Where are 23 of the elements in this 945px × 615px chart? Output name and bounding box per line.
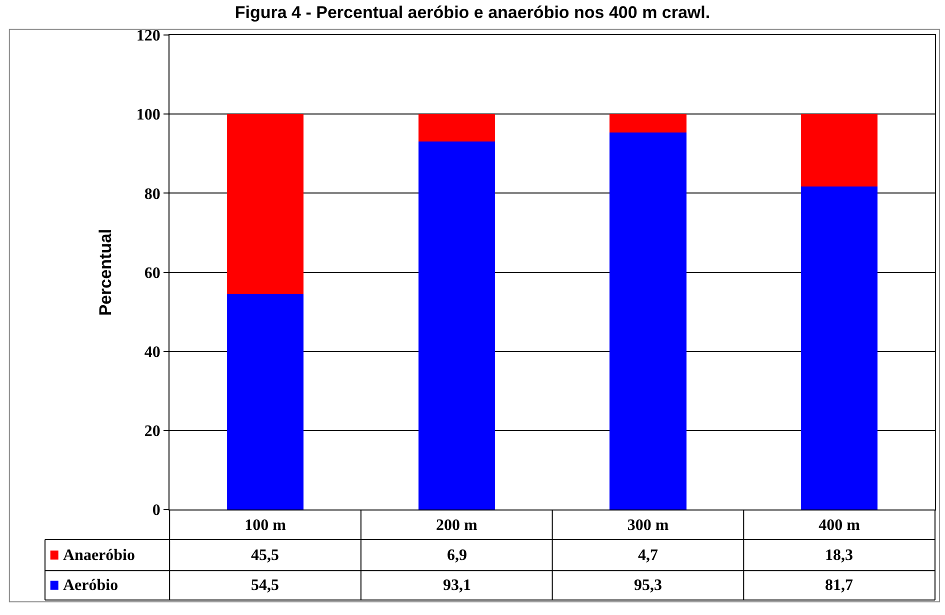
x-tick-label: 100 m (244, 516, 287, 534)
x-tick-label: 300 m (627, 516, 670, 534)
y-tick-label: 0 (152, 502, 160, 520)
y-tick-label: 20 (144, 423, 160, 440)
data-label: 4,7 (638, 547, 658, 564)
y-tick-label: 80 (144, 186, 160, 203)
y-tick-label: 40 (144, 344, 160, 361)
legend-label: Aeróbio (63, 577, 118, 594)
legend-label: Anaeróbio (63, 547, 135, 564)
y-tick-label: 100 (136, 106, 160, 124)
data-label: 45,5 (251, 547, 279, 564)
chart-title: Figura 4 - Percentual aeróbio e anaeróbio nos 400 m crawl. (234, 3, 710, 22)
data-label: 81,7 (825, 577, 853, 594)
x-tick-label: 400 m (818, 516, 861, 534)
y-tick-label: 120 (136, 28, 160, 45)
data-label: 95,3 (634, 577, 662, 594)
x-tick-label: 200 m (436, 516, 478, 534)
y-axis-title: Percentual (96, 228, 115, 316)
data-label: 54,5 (251, 577, 279, 594)
data-label: 93,1 (443, 577, 471, 594)
data-label: 6,9 (447, 547, 467, 564)
data-label: 18,3 (825, 547, 853, 564)
y-tick-label: 60 (144, 264, 160, 282)
